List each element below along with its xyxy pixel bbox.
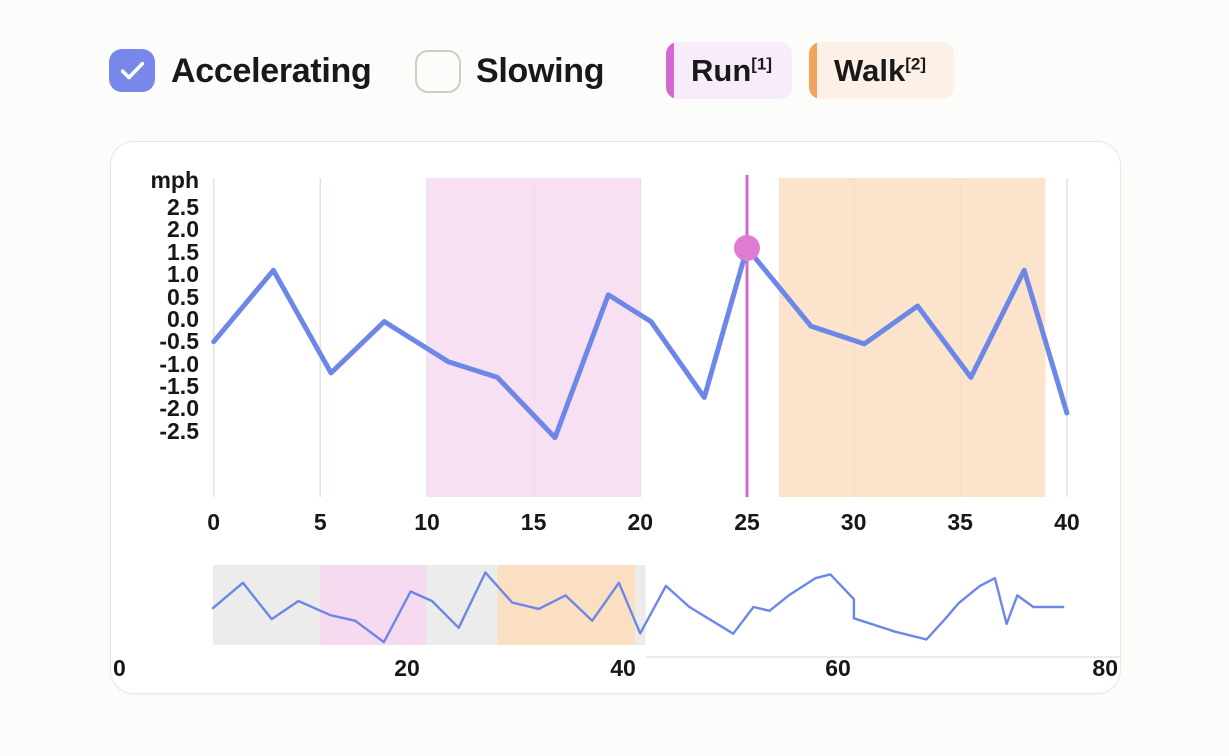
svg-text:35: 35	[947, 509, 973, 535]
svg-text:30: 30	[841, 509, 867, 535]
svg-text:0: 0	[207, 509, 220, 535]
svg-text:20: 20	[628, 509, 654, 535]
svg-text:5: 5	[314, 509, 327, 535]
svg-text:10: 10	[414, 509, 440, 535]
svg-text:-2.5: -2.5	[159, 418, 199, 444]
svg-text:0: 0	[113, 655, 126, 681]
svg-text:40: 40	[1054, 509, 1080, 535]
svg-text:20: 20	[394, 655, 420, 681]
svg-text:40: 40	[610, 655, 636, 681]
svg-text:80: 80	[1092, 655, 1118, 681]
svg-text:25: 25	[734, 509, 760, 535]
svg-text:mph: mph	[150, 167, 199, 193]
svg-text:15: 15	[521, 509, 547, 535]
svg-text:60: 60	[825, 655, 851, 681]
